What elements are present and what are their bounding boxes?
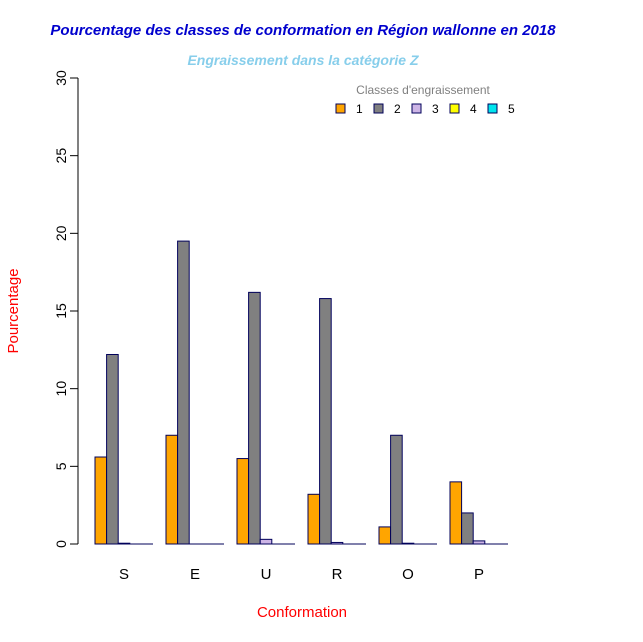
legend-swatch-1 (335, 103, 346, 114)
x-tick-label-U: U (261, 566, 272, 583)
x-tick-label-O: O (402, 566, 414, 583)
bar-E-series-2 (177, 240, 190, 545)
legend-title: Classes d'engraissement (356, 83, 490, 97)
legend-label-2: 2 (394, 102, 401, 116)
legend-label-4: 4 (470, 102, 477, 116)
x-tick-label-S: S (119, 566, 129, 583)
bar-E-series-1 (165, 434, 179, 545)
legend: Classes d'engraissement 1 2 3 4 5 (335, 83, 515, 116)
legend-swatch-5 (487, 103, 498, 114)
legend-swatch-2 (373, 103, 384, 114)
legend-label-5: 5 (508, 102, 515, 116)
bar-R-series-2 (319, 298, 332, 545)
y-tick-label: 10 (53, 381, 69, 397)
x-tick-label-P: P (474, 566, 484, 583)
chart-title: Pourcentage des classes de conformation … (50, 22, 556, 39)
bar-S-series-2 (106, 353, 119, 545)
y-tick-label: 5 (53, 462, 69, 470)
bar-S-series-1 (94, 456, 108, 545)
y-tick-label: 20 (53, 225, 69, 241)
y-tick-label: 15 (53, 303, 69, 319)
legend-swatch-4 (449, 103, 460, 114)
x-tick-label-E: E (190, 566, 200, 583)
bar-U-series-1 (236, 458, 250, 545)
legend-label-3: 3 (432, 102, 439, 116)
x-axis-label: Conformation (257, 604, 347, 621)
legend-label-1: 1 (356, 102, 363, 116)
bar-R-series-1 (307, 493, 321, 545)
y-axis-ticks: 0 5 10 15 20 25 30 (53, 70, 78, 548)
y-tick-label: 25 (53, 148, 69, 164)
bar-P-series-2 (461, 512, 474, 545)
chart-subtitle: Engraissement dans la catégorie Z (187, 52, 419, 68)
bar-O-series-2 (390, 434, 403, 545)
y-tick-label: 0 (53, 540, 69, 548)
y-tick-label: 30 (53, 70, 69, 86)
bar-P-series-1 (449, 481, 463, 545)
bar-U-series-2 (248, 291, 261, 545)
legend-swatch-3 (411, 103, 422, 114)
bar-O-series-1 (378, 526, 392, 545)
bars (94, 240, 486, 545)
y-axis-label: Pourcentage (5, 268, 22, 353)
bar-U-series-3 (259, 538, 273, 545)
x-tick-label-R: R (332, 566, 343, 583)
